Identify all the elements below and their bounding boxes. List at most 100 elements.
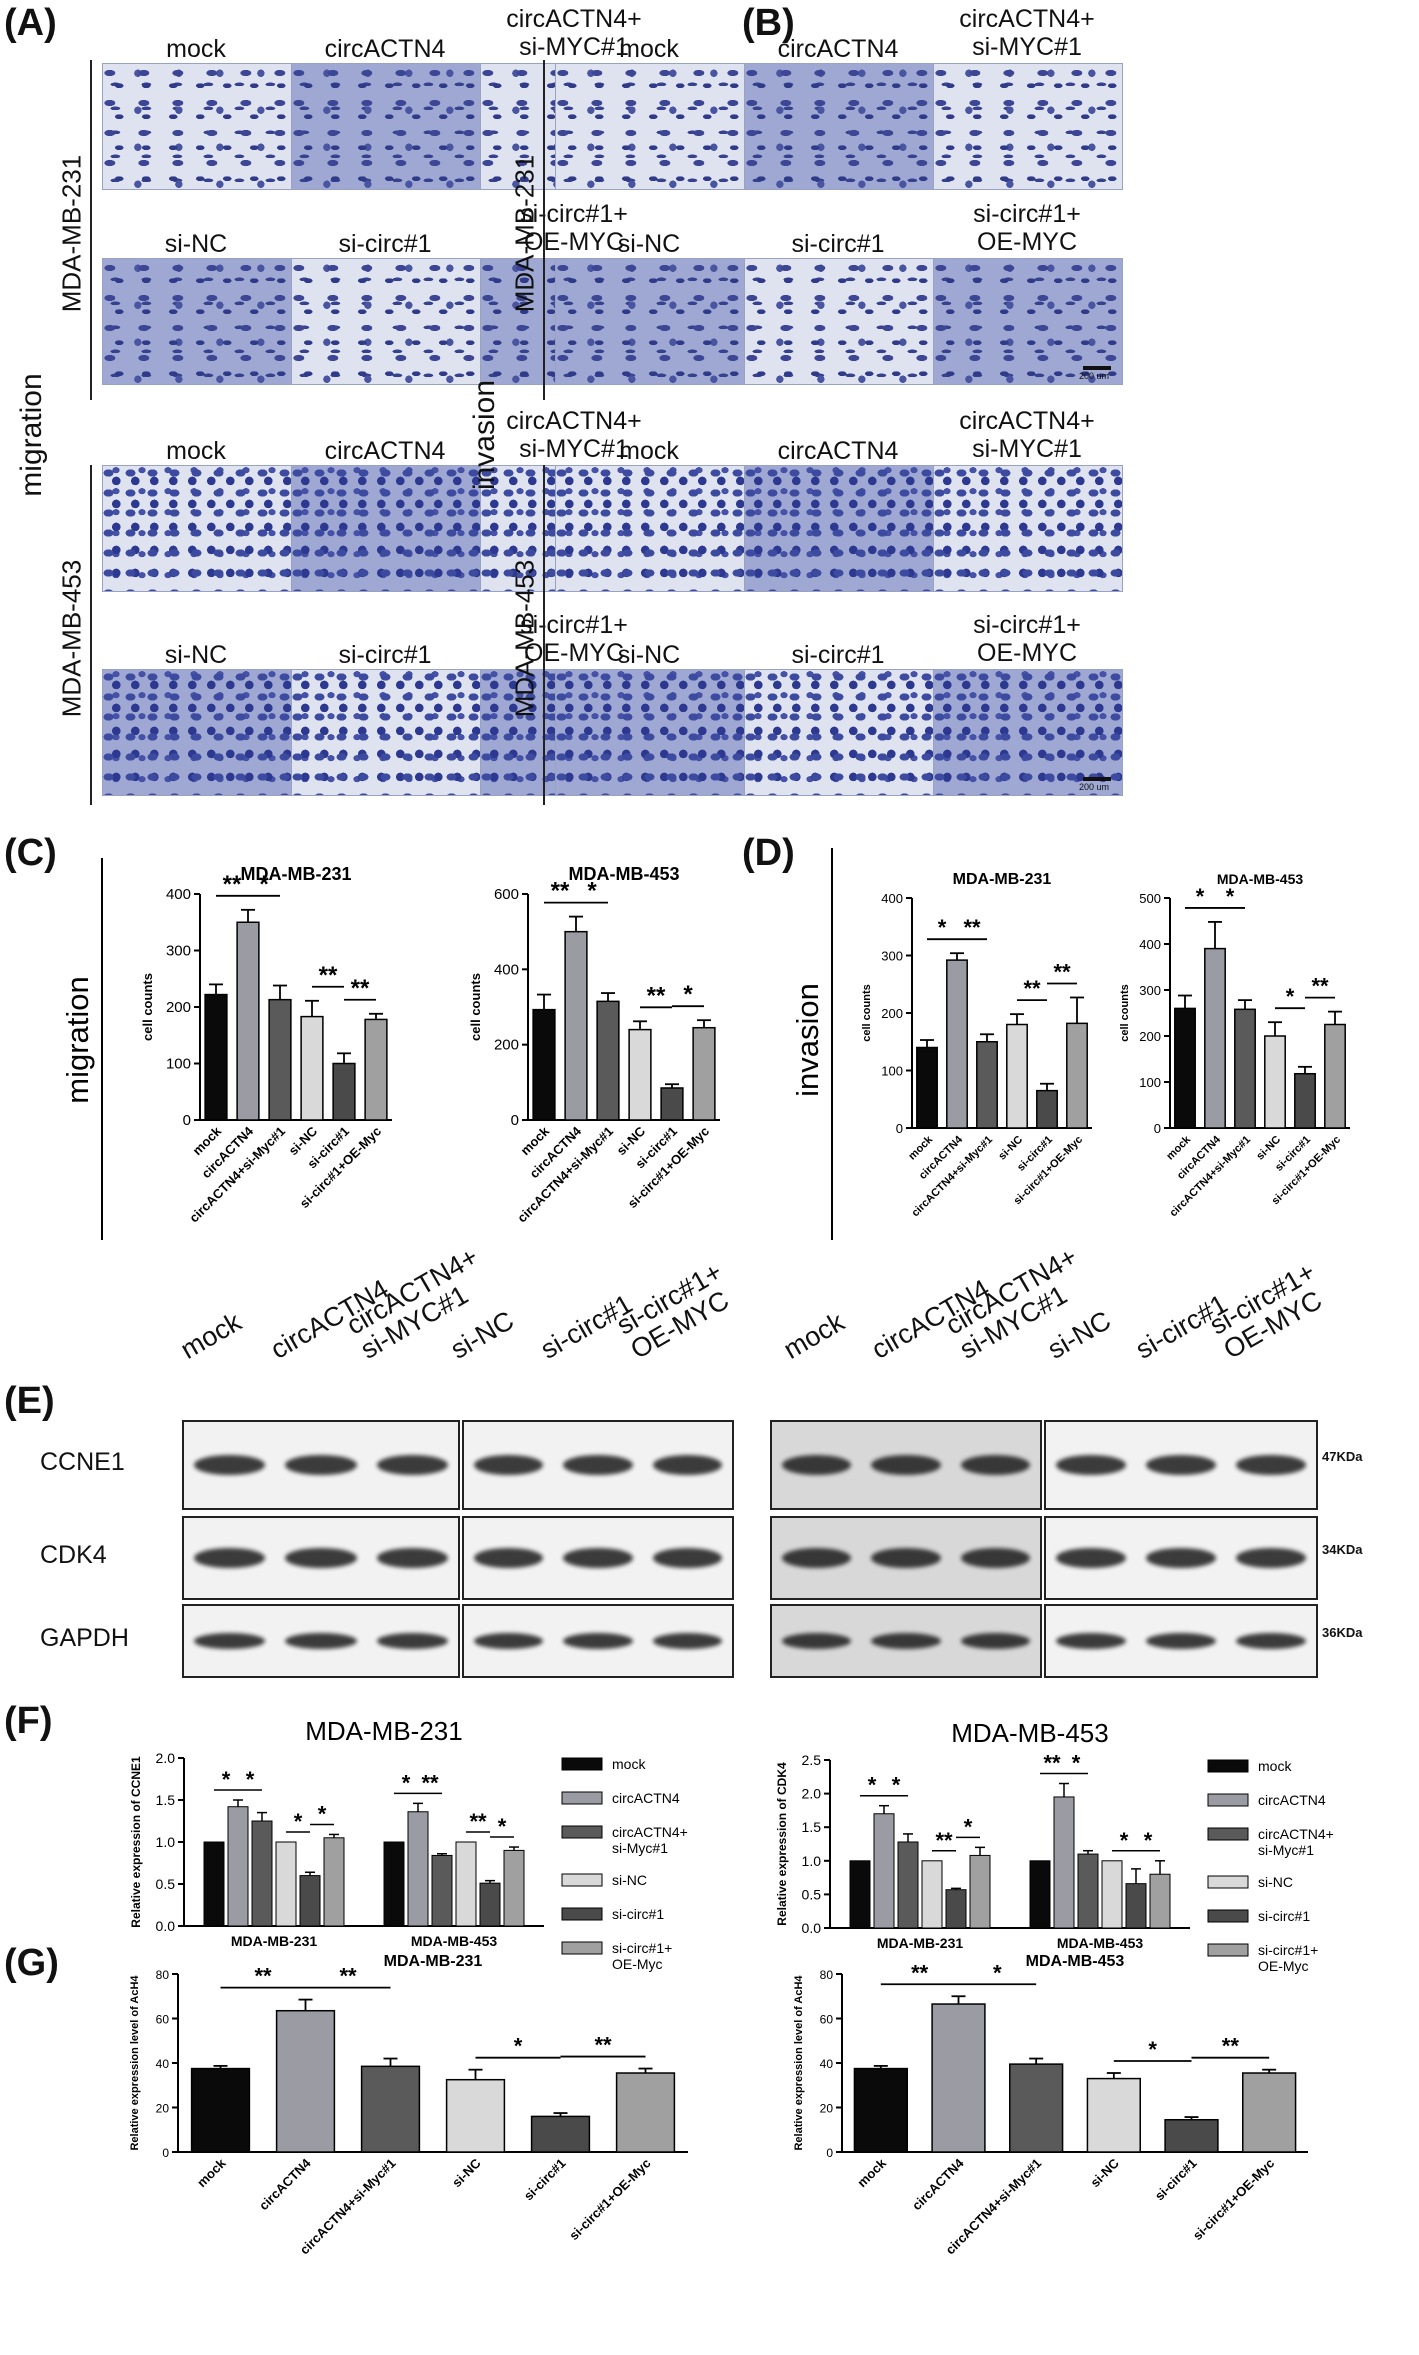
group-label: MDA-MB-231 [231, 1933, 318, 1949]
wb-band [1146, 1548, 1216, 1568]
significance-label: * [1072, 1751, 1081, 1776]
bar-si-circ-1-oe-myc [1066, 1022, 1088, 1129]
image-caption-si-nc: si-NC [164, 641, 228, 669]
legend-entry: si-Myc#1 [612, 1840, 668, 1856]
y-tick-label: 0 [826, 2146, 833, 2160]
x-tick-label: circACTN4 [256, 2155, 314, 2213]
wb-blot-gapdh [182, 1604, 460, 1678]
y-tick-label: 60 [156, 2013, 170, 2027]
wb-blot-ccne1 [770, 1420, 1042, 1510]
bar-si-circ-1 [945, 1889, 967, 1929]
significance-label: ** [963, 915, 981, 940]
wb-band [474, 1455, 544, 1475]
bar-circactn4 [227, 1806, 249, 1927]
legend-entry: si-Myc#1 [1258, 1842, 1314, 1858]
significance-label: ** [351, 975, 370, 1002]
micrograph-image [555, 669, 745, 796]
bar-si-circ-1 [1294, 1072, 1316, 1129]
group-label: MDA-MB-453 [1057, 1935, 1144, 1951]
significance-label: ** [551, 878, 570, 905]
x-tick-label: si-circ#1+OE-Myc [1190, 2156, 1278, 2244]
micrograph-image [291, 669, 481, 796]
bar-circactn4-si-myc-1 [976, 1041, 998, 1129]
micrograph-image [744, 63, 934, 190]
legend-entry: circACTN4+ [612, 1824, 688, 1840]
bar-si-circ-1 [530, 2115, 591, 2153]
y-tick-label: 200 [881, 1006, 903, 1021]
scale-bar [1083, 366, 1111, 370]
wb-band [563, 1633, 633, 1649]
bar-si-circ-1 [1125, 1883, 1147, 1929]
bar-mock [532, 1008, 556, 1121]
micrograph-image [933, 63, 1123, 190]
group-bracket-line [543, 60, 545, 400]
significance-label: * [1120, 1828, 1129, 1853]
micrograph-image [291, 465, 481, 592]
panel-label-e: (E) [4, 1380, 55, 1422]
legend-swatch [561, 1873, 603, 1887]
bar-mock [916, 1046, 938, 1129]
bar-circactn4 [946, 959, 968, 1129]
x-tick-label: si-circ#1 [1152, 2156, 1200, 2204]
y-axis-label: cell counts [1119, 984, 1131, 1041]
cell-line-label: MDA-MB-453 [509, 559, 540, 718]
wb-kda-label: 34KDa [1322, 1542, 1363, 1557]
wb-band [782, 1548, 852, 1568]
wb-band [194, 1548, 266, 1568]
chart-G-453: MDA-MB-453 0 20 40 60 80 Relative expression l… [793, 1953, 1308, 2257]
legend-swatch [1207, 1827, 1249, 1841]
significance-label: * [1148, 2037, 1157, 2062]
significance-label: ** [339, 1964, 357, 1989]
bar-circactn4 [275, 2009, 336, 2153]
image-caption-circactn4: circACTN4 [777, 35, 899, 63]
x-tick-label: circACTN4 [909, 2155, 967, 2213]
significance-label: * [938, 915, 947, 940]
wb-band [652, 1455, 722, 1475]
y-tick-label: 400 [166, 886, 191, 903]
wb-band [782, 1455, 852, 1475]
y-tick-label: 600 [494, 886, 519, 903]
group-bracket-line [543, 465, 545, 805]
image-caption-mock: mock [619, 35, 679, 63]
micrograph-image [933, 258, 1123, 385]
y-tick-label: 200 [166, 999, 191, 1016]
legend-entry: si-circ#1 [1258, 1908, 1310, 1924]
bar-circactn4-si-myc-1 [360, 2065, 421, 2153]
significance-label: * [964, 1814, 973, 1839]
wb-band [563, 1548, 633, 1568]
migration-label: migration [15, 373, 48, 497]
image-caption-si-nc: si-NC [164, 230, 228, 258]
significance-label: * [892, 1773, 901, 1798]
bar-si-nc [445, 2078, 506, 2153]
legend-entry: si-circ#1+ [1258, 1942, 1318, 1958]
wb-band [376, 1548, 448, 1568]
image-caption-si-circ-1: si-circ#1 [338, 641, 432, 669]
wb-band [871, 1548, 941, 1568]
panel-label-a: (A) [4, 2, 57, 44]
bar-mock [204, 993, 228, 1121]
legend-swatch [561, 1907, 603, 1921]
x-tick-label: circACTN4+si-Myc#1 [297, 2156, 399, 2258]
significance-label: * [683, 981, 693, 1008]
bar-si-circ-1-oe-myc [364, 1018, 388, 1121]
legend-entry: mock [612, 1756, 646, 1772]
bar-circactn4 [1053, 1796, 1075, 1929]
bar-circactn4 [564, 930, 588, 1121]
image-caption-mock: mock [619, 437, 679, 465]
bar-mock [1029, 1860, 1051, 1929]
significance-label: * [402, 1770, 411, 1795]
group-label: MDA-MB-453 [411, 1933, 498, 1949]
micrograph-image [933, 465, 1123, 592]
wb-blot-gapdh [1044, 1604, 1318, 1678]
panel-label-c: (C) [4, 832, 57, 874]
panel-label-g: (G) [4, 1942, 59, 1984]
significance-label: ** [1023, 976, 1041, 1001]
bar-si-circ-1-oe-myc [1242, 2072, 1297, 2153]
image-caption-si-circ-1: si-circ#1 [338, 230, 432, 258]
image-caption-circactn4-si-myc-1: circACTN4+ si-MYC#1 [506, 407, 642, 463]
image-caption-circactn4-si-myc-1: circACTN4+ si-MYC#1 [506, 5, 642, 61]
scale-bar-label: 200 um [1079, 371, 1110, 381]
wb-kda-label: 36KDa [1322, 1625, 1363, 1640]
significance-label: ** [1222, 2034, 1240, 2059]
wb-band [1056, 1455, 1126, 1475]
